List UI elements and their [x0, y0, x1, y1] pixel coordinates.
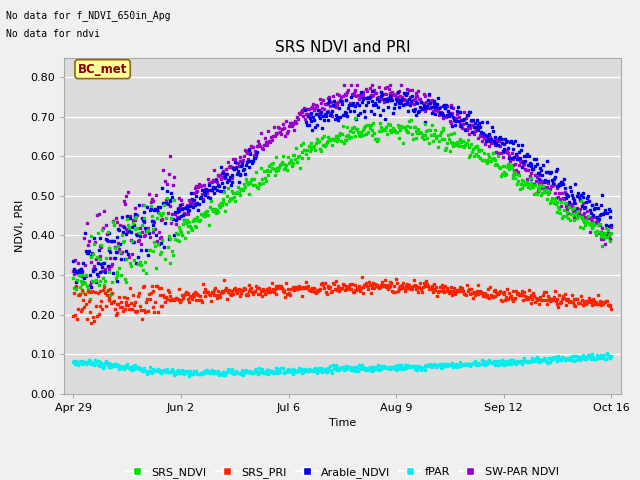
Text: No data for ndvi: No data for ndvi: [6, 29, 100, 39]
Title: SRS NDVI and PRI: SRS NDVI and PRI: [275, 40, 410, 55]
Text: No data for f_NDVI_650in_Apg: No data for f_NDVI_650in_Apg: [6, 10, 171, 21]
X-axis label: Time: Time: [329, 418, 356, 428]
Y-axis label: NDVI, PRI: NDVI, PRI: [15, 200, 25, 252]
Legend: SRS_NDVI, SRS_PRI, Arable_NDVI, fPAR, SW-PAR NDVI: SRS_NDVI, SRS_PRI, Arable_NDVI, fPAR, SW…: [122, 462, 563, 480]
Text: BC_met: BC_met: [78, 63, 127, 76]
